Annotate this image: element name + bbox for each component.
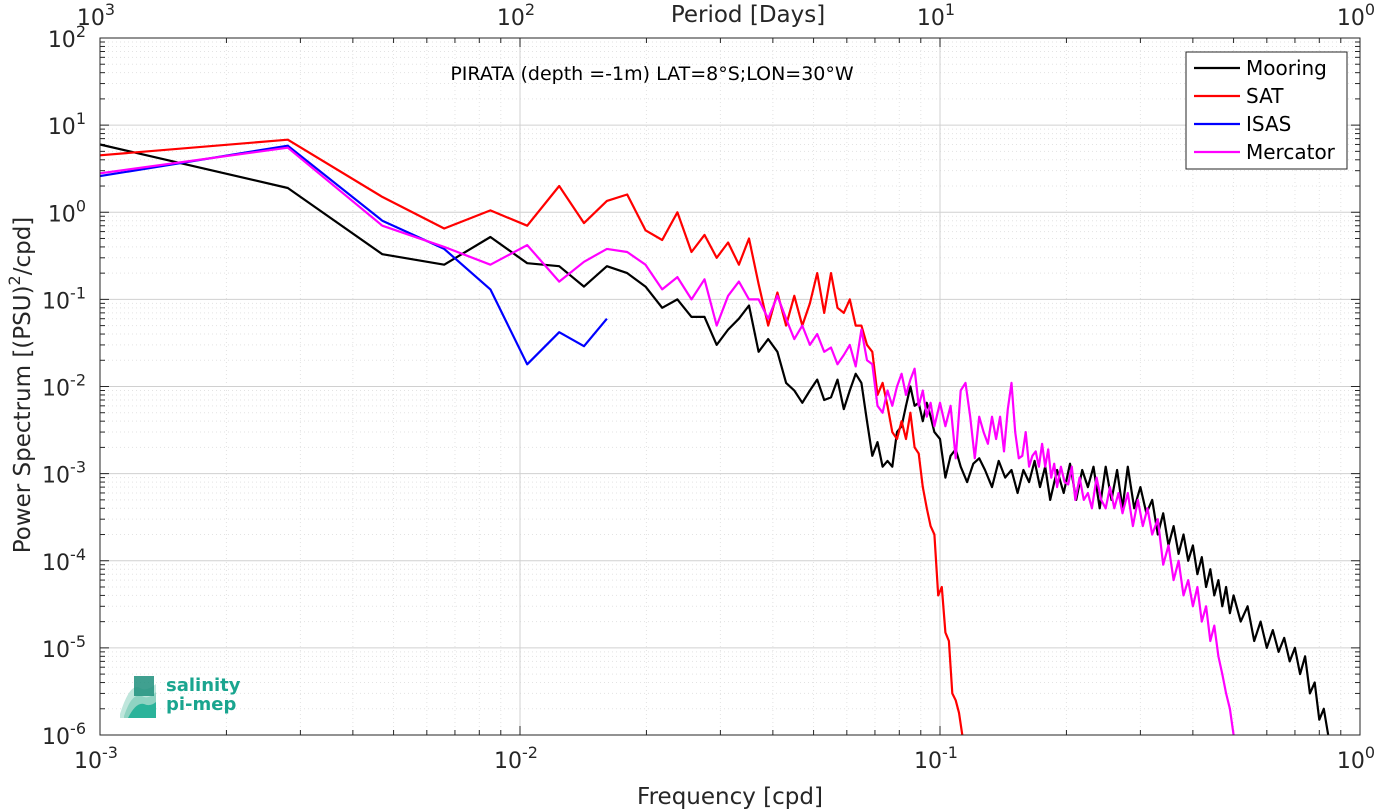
legend-label-isas: ISAS <box>1246 112 1291 136</box>
series-line-mooring <box>99 143 1330 736</box>
logo-text-salinity: salinity <box>166 675 241 696</box>
plot-frame <box>99 37 1361 736</box>
y-tick-label: 101 <box>48 109 86 140</box>
y-tick-label: 10-1 <box>42 283 86 314</box>
y-axis-label: Power Spectrum [(PSU)2/cpd] <box>5 217 36 554</box>
top-axis-label: Period [Days] <box>671 2 825 28</box>
y-tick-label: 10-4 <box>42 545 86 576</box>
y-tick-label: 102 <box>48 22 86 53</box>
legend-label-sat: SAT <box>1246 84 1284 108</box>
y-tick-label: 10-3 <box>42 458 86 489</box>
top-tick-label: 102 <box>497 0 535 31</box>
legend: Mooring SAT ISAS Mercator <box>1185 51 1348 170</box>
series-line-isas <box>99 144 608 366</box>
logo-text-pi-mep: pi-mep <box>166 694 237 715</box>
series-line-mercator <box>99 146 1235 736</box>
legend-label-mercator: Mercator <box>1246 140 1336 164</box>
logo-wave-icon <box>120 676 156 718</box>
y-tick-label: 10-5 <box>42 632 86 663</box>
top-tick-label: 101 <box>917 0 955 31</box>
y-tick-label: 10-6 <box>42 719 86 750</box>
y-tick-label: 100 <box>48 196 86 227</box>
y-axis-label-text: Power Spectrum [(PSU)2/cpd] <box>5 217 36 554</box>
x-tick-label: 10-1 <box>914 743 958 774</box>
series-line-sat <box>99 138 964 736</box>
x-axis-label: Frequency [cpd] <box>637 784 823 809</box>
top-tick-label: 100 <box>1337 0 1375 31</box>
top-tick-label: 103 <box>77 0 115 31</box>
x-tick-label: 10-3 <box>74 743 118 774</box>
axes <box>99 37 1361 736</box>
chart-title: PIRATA (depth =-1m) LAT=8°S;LON=30°W <box>450 63 854 85</box>
y-tick-label: 10-2 <box>42 371 86 402</box>
salinity-pi-mep-logo: salinity pi-mep <box>116 674 246 720</box>
legend-box <box>1185 51 1348 170</box>
grid <box>99 37 1361 736</box>
x-tick-label: 10-2 <box>494 743 538 774</box>
series-lines <box>99 138 1330 736</box>
x-tick-label: 100 <box>1337 743 1375 774</box>
legend-label-mooring: Mooring <box>1246 56 1327 80</box>
